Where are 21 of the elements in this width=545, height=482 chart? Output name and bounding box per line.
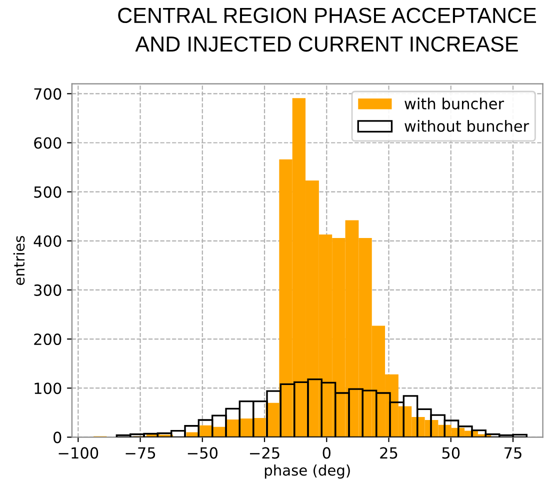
- chart-title: CENTRAL REGION PHASE ACCEPTANCE AND INJECTED CURRENT INCREASE: [118, 8, 536, 52]
- legend-label: without buncher: [404, 120, 530, 132]
- x-tick-label: 0: [322, 447, 330, 459]
- x-tick-label: −100: [58, 447, 98, 459]
- y-tick-label: 400: [34, 235, 62, 247]
- x-tick-label: 25: [380, 447, 398, 459]
- x-tick-label: 75: [504, 447, 522, 459]
- y-tick-label: 500: [34, 186, 62, 198]
- x-tick-label: −75: [126, 447, 156, 459]
- y-tick-label: 600: [34, 137, 62, 149]
- y-axis-title: entries: [13, 236, 25, 285]
- y-tick-label: 100: [34, 382, 62, 394]
- y-tick-label: 700: [34, 88, 62, 100]
- x-tick-label: −25: [250, 447, 280, 459]
- x-tick-label: −50: [188, 447, 218, 459]
- y-tick-label: 300: [34, 284, 62, 296]
- x-tick-label: 50: [442, 447, 460, 459]
- legend-label: with buncher: [404, 98, 504, 110]
- y-tick-label: 200: [34, 334, 62, 346]
- y-tick-label: 0: [54, 432, 62, 444]
- x-axis-title: phase (deg): [264, 464, 350, 479]
